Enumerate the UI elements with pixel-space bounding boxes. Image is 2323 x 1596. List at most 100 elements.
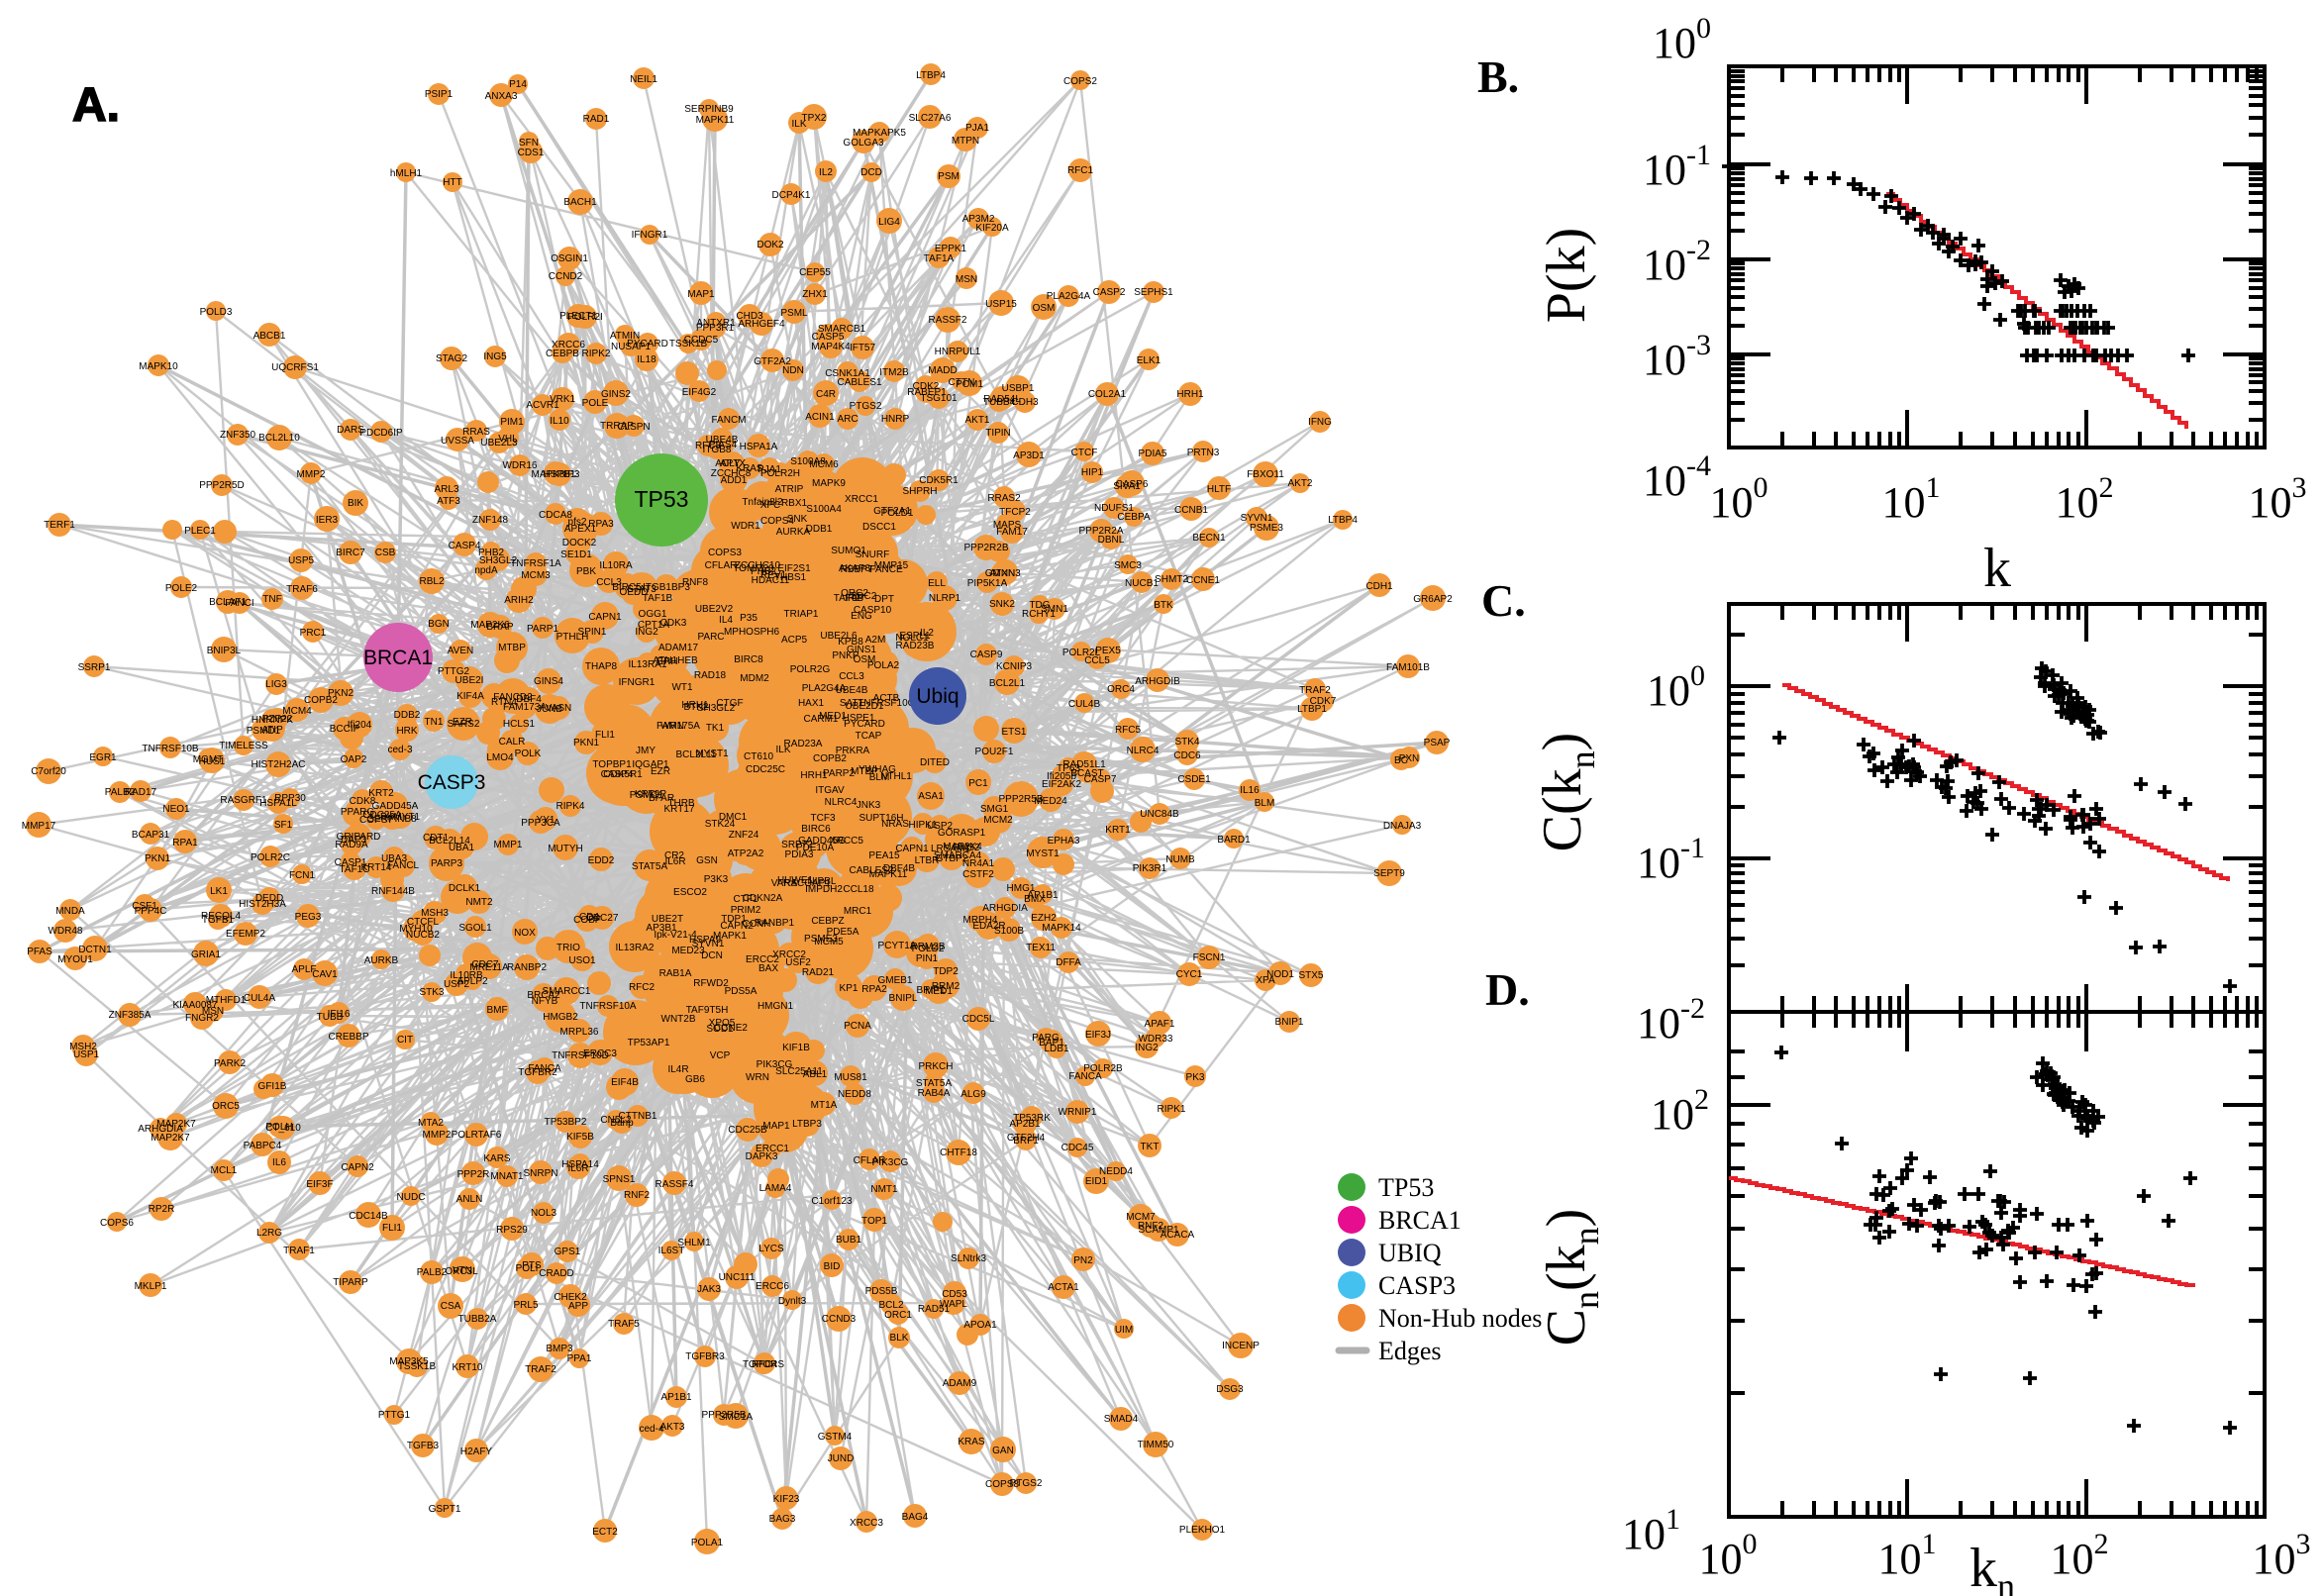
svg-text:PNKP: PNKP xyxy=(832,650,859,661)
svg-text:LDB1: LDB1 xyxy=(1044,1044,1068,1054)
svg-text:RAD51L1: RAD51L1 xyxy=(1062,759,1106,770)
svg-text:NEDD4: NEDD4 xyxy=(1099,1166,1133,1177)
svg-text:PDE10A: PDE10A xyxy=(796,843,835,853)
svg-text:AVEN: AVEN xyxy=(448,646,474,656)
svg-text:FANCI: FANCI xyxy=(225,598,253,609)
svg-text:FANCA: FANCA xyxy=(1068,1071,1102,1082)
svg-text:PSME3: PSME3 xyxy=(1250,523,1283,534)
svg-text:THRB: THRB xyxy=(667,798,695,809)
svg-text:LTBP1: LTBP1 xyxy=(1297,704,1327,715)
svg-text:RBBP7: RBBP7 xyxy=(841,564,873,575)
svg-text:TNFRSF10A: TNFRSF10A xyxy=(579,1001,637,1012)
svg-text:CAV1: CAV1 xyxy=(312,969,338,980)
svg-text:IER3: IER3 xyxy=(316,515,339,526)
svg-text:IR2: IR2 xyxy=(845,593,860,604)
svg-text:PDS5A: PDS5A xyxy=(725,986,758,997)
svg-text:DAPK3: DAPK3 xyxy=(746,1151,778,1162)
svg-text:hMLH1: hMLH1 xyxy=(390,168,423,179)
svg-text:MAPK9: MAPK9 xyxy=(812,478,846,489)
svg-text:PIAS4: PIAS4 xyxy=(709,440,738,450)
svg-text:SMARCB1: SMARCB1 xyxy=(818,324,866,335)
svg-text:USP1: USP1 xyxy=(73,1049,100,1060)
svg-text:RNF144B: RNF144B xyxy=(371,886,415,897)
svg-text:TFCP2: TFCP2 xyxy=(999,507,1031,518)
svg-text:NLRC4: NLRC4 xyxy=(825,797,858,808)
svg-text:TEX11: TEX11 xyxy=(1026,943,1056,953)
svg-text:CHEK2: CHEK2 xyxy=(554,1292,587,1303)
svg-text:WRN: WRN xyxy=(746,1072,769,1083)
svg-text:MAP2K6: MAP2K6 xyxy=(470,620,510,631)
svg-text:RFWD2: RFWD2 xyxy=(693,978,729,989)
svg-text:npdA: npdA xyxy=(474,565,498,576)
svg-text:MMP2: MMP2 xyxy=(423,1130,452,1141)
svg-text:JUNB: JUNB xyxy=(537,704,562,715)
svg-text:CCL3: CCL3 xyxy=(839,671,864,682)
svg-text:PTHLH: PTHLH xyxy=(556,632,589,643)
svg-text:Ipk-V21-4: Ipk-V21-4 xyxy=(654,930,697,941)
svg-text:NEO1: NEO1 xyxy=(162,804,190,815)
svg-text:CT_610: CT_610 xyxy=(265,1123,301,1134)
svg-text:INCENP: INCENP xyxy=(1222,1341,1260,1351)
svg-text:Non-Hub nodes: Non-Hub nodes xyxy=(1378,1304,1542,1333)
svg-text:CTF1: CTF1 xyxy=(734,894,758,905)
svg-text:CREBBP: CREBBP xyxy=(328,1032,368,1043)
svg-text:EPPK1: EPPK1 xyxy=(935,244,967,254)
svg-text:B.: B. xyxy=(1477,51,1519,102)
svg-text:CSTF2: CSTF2 xyxy=(962,869,994,880)
svg-text:PHB2: PHB2 xyxy=(478,548,505,558)
svg-text:TNFRSF1A: TNFRSF1A xyxy=(510,558,561,569)
svg-text:FAM17: FAM17 xyxy=(996,527,1028,538)
svg-text:CDH3: CDH3 xyxy=(1011,397,1039,408)
svg-text:Dynlt3: Dynlt3 xyxy=(778,1296,807,1307)
svg-text:KPB8: KPB8 xyxy=(838,637,863,648)
svg-text:MYOU1: MYOU1 xyxy=(57,954,93,965)
svg-text:IL6R: IL6R xyxy=(664,856,685,867)
svg-text:COPS7: COPS7 xyxy=(359,815,393,826)
svg-text:CTCFL: CTCFL xyxy=(407,917,440,928)
svg-text:EIF3J: EIF3J xyxy=(1085,1030,1111,1041)
svg-text:POLK: POLK xyxy=(515,748,542,759)
svg-text:MTHFD1: MTHFD1 xyxy=(206,995,247,1006)
svg-text:COPS3: COPS3 xyxy=(708,548,742,558)
svg-text:XRCC5: XRCC5 xyxy=(830,836,863,847)
svg-text:FANCD2: FANCD2 xyxy=(493,692,533,703)
svg-text:ITGB1BP3: ITGB1BP3 xyxy=(643,582,690,593)
svg-text:GOLGA3: GOLGA3 xyxy=(843,138,884,149)
svg-text:ING2: ING2 xyxy=(635,627,658,638)
svg-text:PDE5A: PDE5A xyxy=(827,927,859,938)
svg-text:THAP8: THAP8 xyxy=(585,661,618,672)
svg-text:PMS2: PMS2 xyxy=(953,843,980,853)
svg-text:UBE2L3: UBE2L3 xyxy=(480,438,518,449)
svg-text:JUND: JUND xyxy=(828,1453,855,1464)
svg-text:BIK: BIK xyxy=(348,498,363,509)
svg-text:ZNF148: ZNF148 xyxy=(472,515,509,526)
svg-text:LK1: LK1 xyxy=(210,886,228,897)
svg-text:NOLC1: NOLC1 xyxy=(895,633,929,644)
svg-text:BNIP3L: BNIP3L xyxy=(207,646,242,656)
svg-text:KRAS: KRAS xyxy=(958,1437,985,1447)
svg-text:TIPIN: TIPIN xyxy=(985,428,1011,439)
svg-text:APEX1: APEX1 xyxy=(564,524,597,535)
svg-text:GADD45A: GADD45A xyxy=(372,801,419,812)
svg-text:PPP3CA: PPP3CA xyxy=(521,818,560,829)
svg-text:NLRC4: NLRC4 xyxy=(1127,746,1160,756)
svg-text:TRAF6: TRAF6 xyxy=(286,584,318,595)
svg-text:GTBP2: GTBP2 xyxy=(936,853,968,864)
svg-text:ERCC1: ERCC1 xyxy=(756,1144,789,1154)
svg-text:IL2: IL2 xyxy=(819,167,833,178)
svg-text:AP1B1: AP1B1 xyxy=(660,1392,692,1403)
svg-text:KIAA0087: KIAA0087 xyxy=(172,1000,217,1011)
svg-text:DITED: DITED xyxy=(920,757,950,768)
svg-text:PIN1: PIN1 xyxy=(916,953,939,964)
svg-text:OSM: OSM xyxy=(854,654,876,665)
svg-text:P(k): P(k) xyxy=(1536,228,1597,323)
svg-text:ESCO2: ESCO2 xyxy=(673,887,707,898)
svg-text:TAF1A: TAF1A xyxy=(924,253,955,264)
svg-text:NUSAP1: NUSAP1 xyxy=(611,342,651,352)
svg-text:100: 100 xyxy=(1710,471,1768,527)
svg-text:ACTA1: ACTA1 xyxy=(1048,1282,1079,1293)
svg-text:TSSK1B: TSSK1B xyxy=(398,1361,437,1372)
svg-text:HSPE1: HSPE1 xyxy=(843,713,875,724)
svg-text:MAPS: MAPS xyxy=(993,520,1022,531)
svg-text:TDP1: TDP1 xyxy=(721,914,747,925)
